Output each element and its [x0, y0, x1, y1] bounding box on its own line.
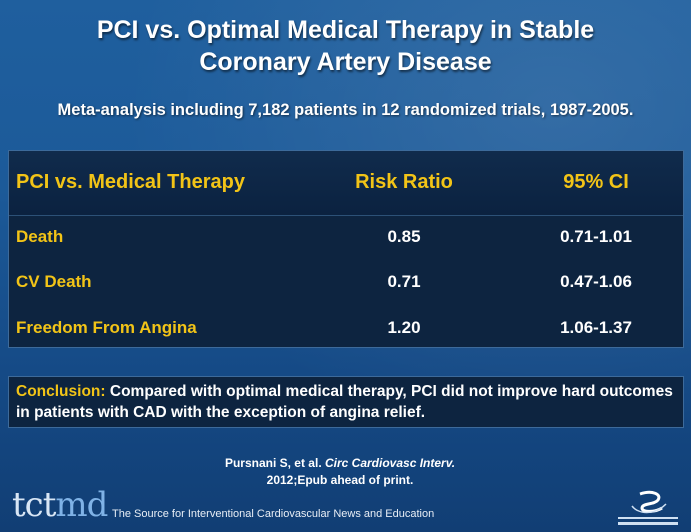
title-line-2: Coronary Artery Disease — [199, 48, 492, 76]
results-table: PCI vs. Medical Therapy Risk Ratio 95% C… — [8, 150, 684, 348]
row-rr-angina: 1.20 — [387, 318, 421, 337]
title-line-1: PCI vs. Optimal Medical Therapy in Stabl… — [96, 16, 595, 44]
citation-journal: Circ Cardiovasc Interv. — [324, 456, 456, 470]
citation-detail: 2012;Epub ahead of print. — [266, 473, 414, 487]
row-label-cv-death: CV Death — [16, 272, 92, 291]
citation: Pursnani S, et al. Circ Cardiovasc Inter… — [140, 455, 540, 489]
row-label-death: Death — [16, 227, 64, 246]
row-rr-cv-death: 0.71 — [387, 272, 421, 291]
conclusion-text: Compared with optimal medical therapy, P… — [16, 383, 673, 421]
header-ci: 95% CI — [563, 171, 629, 193]
row-rr-death: 0.85 — [387, 227, 421, 246]
header-comparison: PCI vs. Medical Therapy — [16, 171, 245, 193]
conclusion-label: Conclusion: — [16, 383, 106, 400]
slide-title: PCI vs. Optimal Medical Therapy in Stabl… — [0, 14, 691, 78]
row-label-angina: Freedom From Angina — [16, 318, 197, 337]
tctmd-logo: tctmd — [12, 485, 108, 525]
logo-md: md — [55, 485, 108, 525]
conclusion-box: Conclusion: Compared with optimal medica… — [8, 376, 684, 428]
header-risk-ratio: Risk Ratio — [355, 171, 453, 193]
table-header-row: PCI vs. Medical Therapy Risk Ratio 95% C… — [9, 151, 683, 216]
tagline: The Source for Interventional Cardiovasc… — [112, 508, 435, 520]
citation-authors: Pursnani S, et al. — [224, 456, 325, 470]
foundation-logo-icon — [612, 488, 684, 528]
row-ci-death: 0.71-1.01 — [560, 227, 632, 246]
subtitle: Meta-analysis including 7,182 patients i… — [57, 101, 634, 119]
logo-tct: tct — [12, 485, 56, 525]
row-ci-cv-death: 0.47-1.06 — [560, 272, 632, 291]
row-ci-angina: 1.06-1.37 — [560, 318, 632, 337]
